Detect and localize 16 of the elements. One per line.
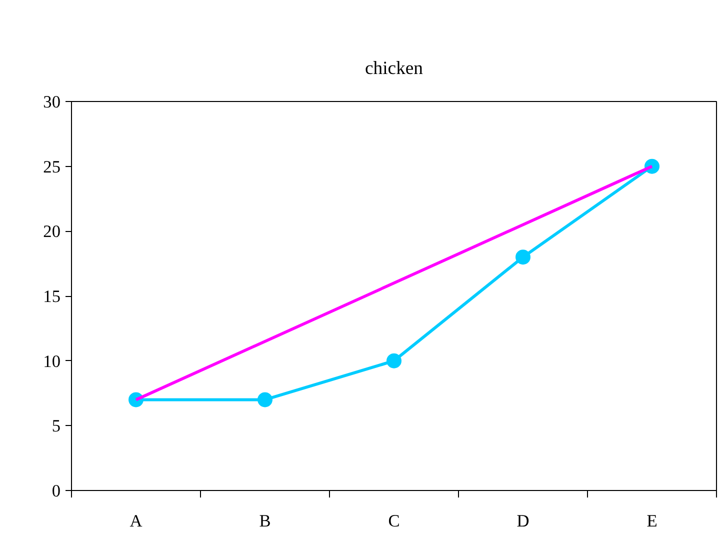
point (386, 353, 402, 368)
chart-title: chicken (364, 58, 424, 79)
y-tick-label: 20 (43, 222, 60, 242)
x-tick-label: C (388, 512, 400, 530)
x-tick-label: A (130, 512, 143, 530)
x-tick-label: B (259, 512, 271, 530)
y-tick-label: 30 (43, 92, 60, 112)
x-tick-label: E (646, 512, 658, 530)
y-tick-label: 15 (43, 287, 60, 306)
y-tick-label: 5 (52, 416, 61, 436)
x-tick-label: D (516, 512, 530, 530)
y-tick-label: 10 (43, 352, 60, 371)
point (258, 392, 272, 408)
y-tick-label: 25 (43, 157, 60, 176)
y-tick-label: 0 (52, 482, 61, 500)
point (516, 250, 530, 265)
